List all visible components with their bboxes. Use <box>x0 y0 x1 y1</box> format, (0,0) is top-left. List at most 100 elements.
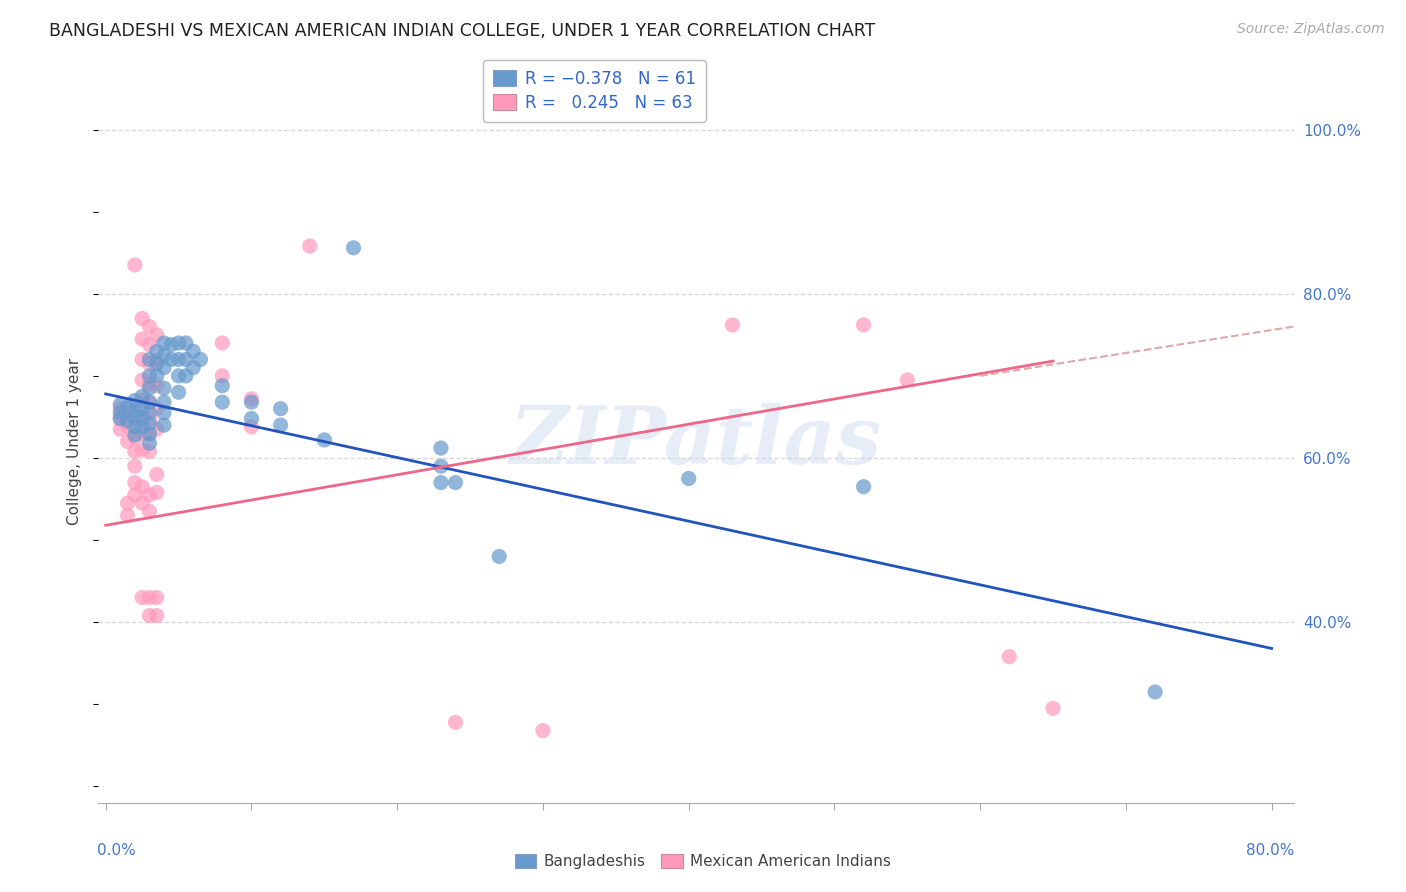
Point <box>153 348 176 362</box>
Point <box>153 418 176 433</box>
Point <box>167 368 190 383</box>
Point <box>167 352 190 367</box>
Point <box>160 352 183 367</box>
Point <box>124 428 146 442</box>
Point <box>131 591 153 605</box>
Point <box>124 419 146 434</box>
Point <box>240 411 263 425</box>
Point <box>124 444 146 458</box>
Point <box>138 504 160 518</box>
Point <box>117 496 139 510</box>
Point <box>110 398 132 412</box>
Point <box>131 389 153 403</box>
Point <box>131 419 153 434</box>
Point <box>138 406 160 420</box>
Point <box>124 409 146 424</box>
Point <box>153 381 176 395</box>
Point <box>138 319 160 334</box>
Point <box>1042 701 1064 715</box>
Point <box>138 352 160 367</box>
Point <box>430 475 453 490</box>
Point <box>153 336 176 351</box>
Point <box>270 418 292 433</box>
Point <box>138 608 160 623</box>
Point <box>211 395 233 409</box>
Point <box>138 337 160 351</box>
Point <box>138 381 160 395</box>
Point <box>117 434 139 449</box>
Point <box>174 352 197 367</box>
Point <box>110 422 132 436</box>
Point <box>131 496 153 510</box>
Point <box>117 400 139 414</box>
Point <box>138 395 160 409</box>
Y-axis label: College, Under 1 year: College, Under 1 year <box>67 358 83 525</box>
Point <box>1144 685 1167 699</box>
Point <box>145 344 167 359</box>
Point <box>131 393 153 408</box>
Point <box>211 336 233 351</box>
Point <box>110 406 132 420</box>
Point <box>138 368 160 383</box>
Point <box>145 354 167 368</box>
Point <box>131 352 153 367</box>
Point <box>145 591 167 605</box>
Point <box>138 426 160 441</box>
Point <box>721 318 744 332</box>
Point <box>124 488 146 502</box>
Point <box>124 258 146 272</box>
Point <box>138 436 160 450</box>
Point <box>145 422 167 436</box>
Point <box>852 480 875 494</box>
Point <box>138 428 160 442</box>
Point <box>110 411 132 425</box>
Point <box>124 393 146 408</box>
Point <box>190 352 212 367</box>
Point <box>117 406 139 420</box>
Point <box>430 441 453 455</box>
Point <box>145 485 167 500</box>
Point <box>181 344 204 359</box>
Point <box>131 373 153 387</box>
Point <box>174 368 197 383</box>
Point <box>153 360 176 375</box>
Point <box>160 337 183 351</box>
Point <box>896 373 918 387</box>
Point <box>138 444 160 458</box>
Point <box>153 395 176 409</box>
Point <box>131 409 153 424</box>
Text: 0.0%: 0.0% <box>97 843 136 857</box>
Point <box>117 419 139 434</box>
Point <box>145 608 167 623</box>
Point <box>145 327 167 342</box>
Point <box>240 395 263 409</box>
Point <box>110 401 132 416</box>
Text: ZIPatlas: ZIPatlas <box>510 403 882 480</box>
Point <box>174 336 197 351</box>
Point <box>145 378 167 392</box>
Legend: R = −0.378   N = 61, R =   0.245   N = 63: R = −0.378 N = 61, R = 0.245 N = 63 <box>484 60 706 121</box>
Point <box>124 430 146 444</box>
Point <box>181 360 204 375</box>
Point <box>488 549 510 564</box>
Point <box>131 411 153 425</box>
Point <box>240 419 263 434</box>
Point <box>153 406 176 420</box>
Point <box>430 459 453 474</box>
Point <box>444 715 467 730</box>
Point <box>145 357 167 371</box>
Point <box>131 311 153 326</box>
Point <box>124 475 146 490</box>
Text: 80.0%: 80.0% <box>1246 843 1295 857</box>
Point <box>117 508 139 523</box>
Point <box>852 318 875 332</box>
Point <box>167 385 190 400</box>
Point <box>131 480 153 494</box>
Point <box>314 433 336 447</box>
Point <box>138 417 160 431</box>
Point <box>138 488 160 502</box>
Point <box>131 401 153 416</box>
Point <box>211 378 233 392</box>
Point <box>145 401 167 416</box>
Point <box>444 475 467 490</box>
